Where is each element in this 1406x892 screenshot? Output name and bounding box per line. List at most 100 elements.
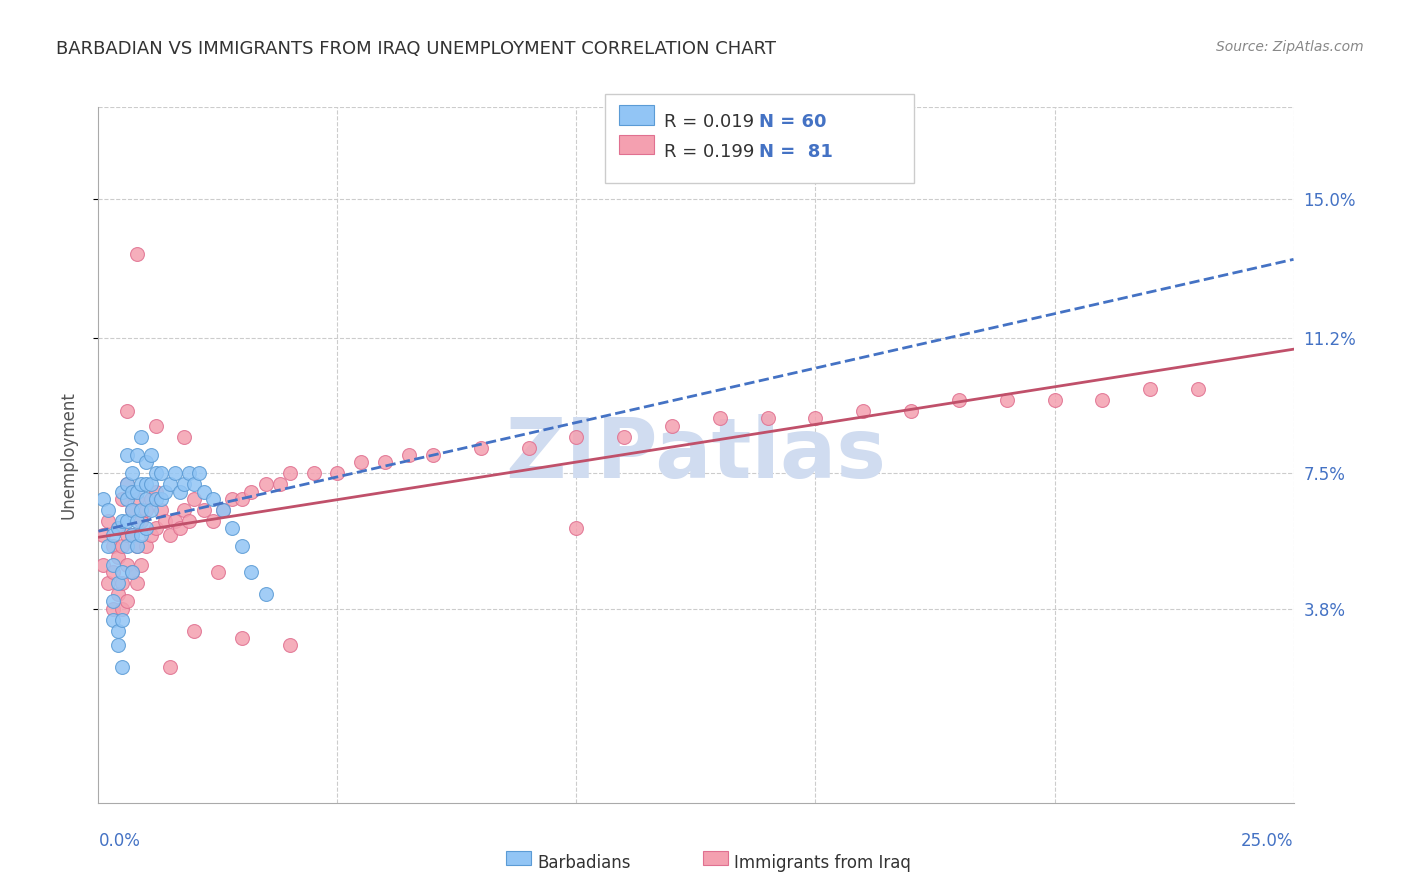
Point xyxy=(207,565,229,579)
Point xyxy=(125,576,148,591)
Point xyxy=(139,491,162,506)
Point xyxy=(173,477,195,491)
Point xyxy=(350,455,373,469)
Point xyxy=(278,638,301,652)
Point xyxy=(107,638,129,652)
Text: N = 60: N = 60 xyxy=(759,113,827,131)
Text: ZIPatlas: ZIPatlas xyxy=(506,415,886,495)
Point xyxy=(135,491,157,506)
Point xyxy=(115,477,138,491)
Point xyxy=(135,521,157,535)
Point xyxy=(107,521,129,535)
Point xyxy=(101,540,124,554)
Text: N =  81: N = 81 xyxy=(759,143,834,161)
Point xyxy=(900,404,922,418)
Point xyxy=(101,565,124,579)
Point xyxy=(193,503,215,517)
Point xyxy=(121,484,143,499)
Point xyxy=(163,514,186,528)
Point xyxy=(159,528,181,542)
Point xyxy=(173,429,195,443)
Point xyxy=(97,540,120,554)
Point xyxy=(613,429,636,443)
Point xyxy=(852,404,875,418)
Point xyxy=(221,521,243,535)
Point xyxy=(211,503,233,517)
Point xyxy=(125,514,148,528)
Point xyxy=(159,477,181,491)
Point xyxy=(115,594,138,608)
Point xyxy=(115,448,138,462)
Point xyxy=(97,576,120,591)
Point xyxy=(302,467,325,481)
Point xyxy=(1091,392,1114,407)
Point xyxy=(107,587,129,601)
Point xyxy=(101,528,124,542)
Point xyxy=(121,503,143,517)
Point xyxy=(115,558,138,572)
Point xyxy=(111,514,134,528)
Point xyxy=(173,503,195,517)
Point xyxy=(121,565,143,579)
Point xyxy=(179,514,201,528)
Point xyxy=(278,467,301,481)
Point xyxy=(187,467,209,481)
Point xyxy=(115,477,138,491)
Point xyxy=(1043,392,1066,407)
Point xyxy=(240,565,263,579)
Point xyxy=(183,624,205,638)
Point xyxy=(145,467,167,481)
Point xyxy=(139,448,162,462)
Point xyxy=(101,594,124,608)
Point xyxy=(565,521,588,535)
Point xyxy=(155,484,177,499)
Point xyxy=(163,467,186,481)
Point xyxy=(107,521,129,535)
Point xyxy=(422,448,444,462)
Point xyxy=(231,491,253,506)
Point xyxy=(131,558,153,572)
Point xyxy=(131,528,153,542)
Point xyxy=(101,613,124,627)
Point xyxy=(221,491,243,506)
Point xyxy=(111,540,134,554)
Point xyxy=(145,521,167,535)
Point xyxy=(131,429,153,443)
Point xyxy=(131,477,153,491)
Point xyxy=(115,528,138,542)
Point xyxy=(202,514,225,528)
Point xyxy=(125,484,148,499)
Point xyxy=(756,411,779,425)
Point xyxy=(231,540,253,554)
Point xyxy=(139,528,162,542)
Point xyxy=(111,601,134,615)
Point xyxy=(107,576,129,591)
Point xyxy=(240,484,263,499)
Point xyxy=(135,477,157,491)
Point xyxy=(169,484,191,499)
Point xyxy=(804,411,827,425)
Point xyxy=(97,514,120,528)
Point xyxy=(125,448,148,462)
Point xyxy=(111,660,134,674)
Point xyxy=(135,540,157,554)
Point xyxy=(169,521,191,535)
Text: 0.0%: 0.0% xyxy=(98,832,141,850)
Point xyxy=(149,467,172,481)
Point xyxy=(565,429,588,443)
Point xyxy=(139,503,162,517)
Point xyxy=(948,392,970,407)
Text: Immigrants from Iraq: Immigrants from Iraq xyxy=(734,854,911,871)
Point xyxy=(91,528,114,542)
Point xyxy=(121,503,143,517)
Point xyxy=(125,540,148,554)
Text: Barbadians: Barbadians xyxy=(537,854,631,871)
Point xyxy=(183,491,205,506)
Point xyxy=(254,477,277,491)
Point xyxy=(91,558,114,572)
Point xyxy=(107,624,129,638)
Point xyxy=(101,558,124,572)
Point xyxy=(107,550,129,565)
Text: BARBADIAN VS IMMIGRANTS FROM IRAQ UNEMPLOYMENT CORRELATION CHART: BARBADIAN VS IMMIGRANTS FROM IRAQ UNEMPL… xyxy=(56,40,776,58)
Point xyxy=(193,484,215,499)
